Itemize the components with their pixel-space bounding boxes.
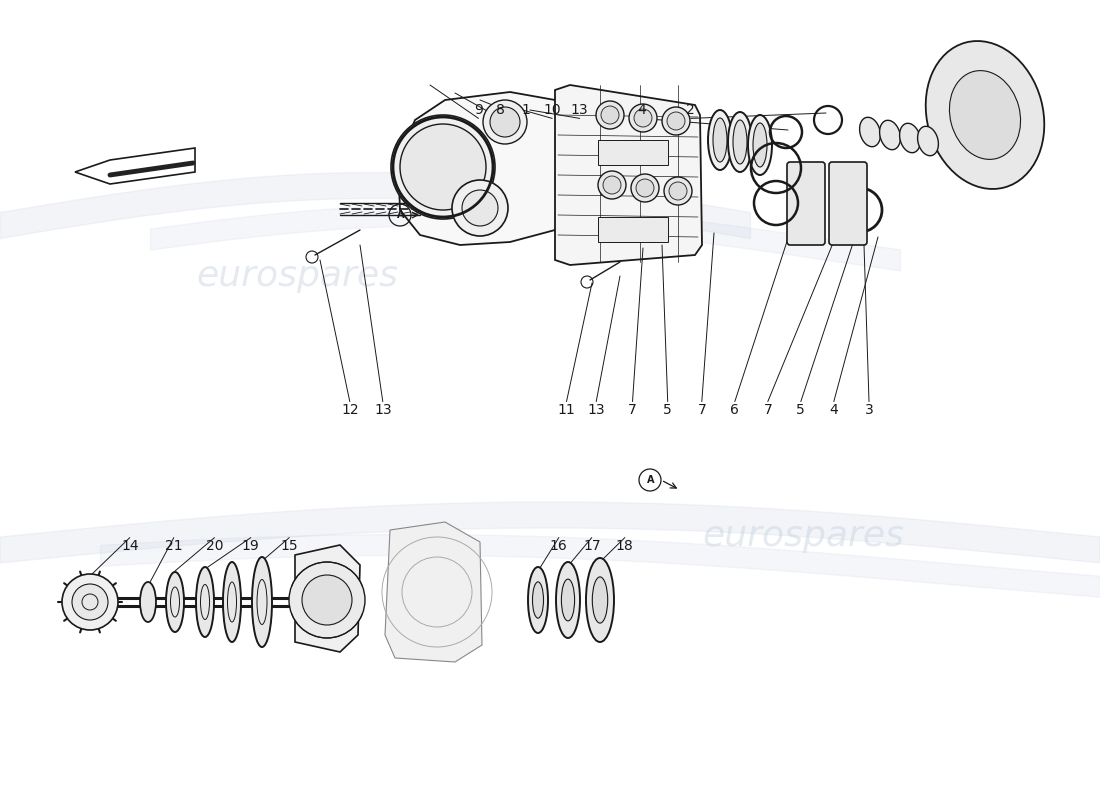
Ellipse shape bbox=[532, 582, 543, 618]
Text: 7: 7 bbox=[697, 402, 706, 417]
Circle shape bbox=[400, 124, 486, 210]
Text: 15: 15 bbox=[280, 538, 298, 553]
Circle shape bbox=[596, 101, 624, 129]
FancyBboxPatch shape bbox=[786, 162, 825, 245]
Polygon shape bbox=[385, 522, 482, 662]
Text: A: A bbox=[647, 475, 654, 485]
Circle shape bbox=[669, 182, 688, 200]
Text: 7: 7 bbox=[763, 402, 772, 417]
Text: 6: 6 bbox=[730, 402, 739, 417]
Circle shape bbox=[601, 106, 619, 124]
Text: 13: 13 bbox=[374, 402, 392, 417]
FancyBboxPatch shape bbox=[598, 217, 668, 242]
Text: A: A bbox=[397, 210, 405, 220]
Text: 13: 13 bbox=[571, 103, 588, 118]
Text: 1: 1 bbox=[521, 103, 530, 118]
Circle shape bbox=[289, 562, 365, 638]
Text: 5: 5 bbox=[663, 402, 672, 417]
Ellipse shape bbox=[748, 115, 772, 175]
Circle shape bbox=[662, 107, 690, 135]
Text: 9: 9 bbox=[474, 103, 483, 118]
Ellipse shape bbox=[859, 118, 880, 146]
Circle shape bbox=[62, 574, 118, 630]
Circle shape bbox=[631, 174, 659, 202]
Ellipse shape bbox=[252, 557, 272, 647]
Text: 3: 3 bbox=[865, 402, 873, 417]
Text: 20: 20 bbox=[206, 538, 223, 553]
Ellipse shape bbox=[223, 562, 241, 642]
Text: 7: 7 bbox=[628, 402, 637, 417]
Text: 16: 16 bbox=[550, 538, 568, 553]
Circle shape bbox=[483, 100, 527, 144]
Ellipse shape bbox=[754, 123, 767, 167]
Circle shape bbox=[598, 171, 626, 199]
Text: 19: 19 bbox=[242, 538, 260, 553]
Text: 10: 10 bbox=[543, 103, 561, 118]
Text: 4: 4 bbox=[637, 103, 646, 118]
Text: eurospares: eurospares bbox=[702, 519, 904, 553]
Circle shape bbox=[452, 180, 508, 236]
Circle shape bbox=[636, 179, 654, 197]
FancyBboxPatch shape bbox=[598, 140, 668, 165]
Text: 13: 13 bbox=[587, 402, 605, 417]
Ellipse shape bbox=[586, 558, 614, 642]
Text: 4: 4 bbox=[829, 402, 838, 417]
Ellipse shape bbox=[196, 567, 214, 637]
Circle shape bbox=[72, 584, 108, 620]
Ellipse shape bbox=[592, 577, 607, 623]
Text: 11: 11 bbox=[558, 402, 575, 417]
Circle shape bbox=[462, 190, 498, 226]
Ellipse shape bbox=[733, 120, 747, 164]
Ellipse shape bbox=[900, 123, 921, 153]
Text: 21: 21 bbox=[165, 538, 183, 553]
Circle shape bbox=[390, 115, 495, 219]
Polygon shape bbox=[398, 92, 572, 245]
Polygon shape bbox=[556, 85, 702, 265]
Text: 2: 2 bbox=[686, 103, 695, 118]
Ellipse shape bbox=[140, 582, 156, 622]
Ellipse shape bbox=[917, 126, 938, 156]
Circle shape bbox=[667, 112, 685, 130]
FancyBboxPatch shape bbox=[829, 162, 867, 245]
Circle shape bbox=[634, 109, 652, 127]
Text: 12: 12 bbox=[341, 402, 359, 417]
Text: eurospares: eurospares bbox=[196, 259, 398, 293]
Polygon shape bbox=[295, 545, 360, 652]
Circle shape bbox=[664, 177, 692, 205]
Text: 18: 18 bbox=[616, 538, 634, 553]
Ellipse shape bbox=[728, 112, 752, 172]
Ellipse shape bbox=[949, 70, 1021, 159]
Ellipse shape bbox=[926, 41, 1044, 189]
Ellipse shape bbox=[561, 579, 574, 621]
Ellipse shape bbox=[708, 110, 732, 170]
Ellipse shape bbox=[528, 567, 548, 633]
Text: 17: 17 bbox=[583, 538, 601, 553]
Circle shape bbox=[302, 575, 352, 625]
Text: 5: 5 bbox=[796, 402, 805, 417]
Ellipse shape bbox=[880, 120, 901, 150]
Circle shape bbox=[490, 107, 520, 137]
Ellipse shape bbox=[713, 118, 727, 162]
Ellipse shape bbox=[166, 572, 184, 632]
Circle shape bbox=[629, 104, 657, 132]
Circle shape bbox=[603, 176, 622, 194]
Ellipse shape bbox=[556, 562, 580, 638]
Text: 14: 14 bbox=[121, 538, 139, 553]
Text: 8: 8 bbox=[496, 103, 505, 118]
